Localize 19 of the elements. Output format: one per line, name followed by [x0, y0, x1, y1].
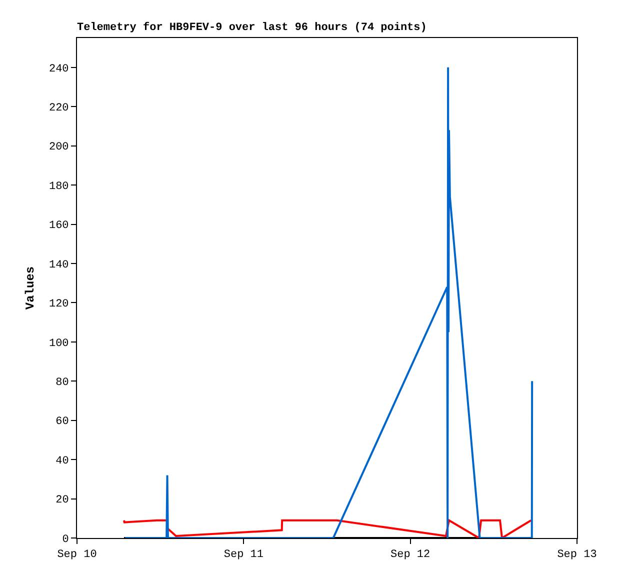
x-tick-label: Sep 13 [557, 549, 597, 562]
x-tick-label: Sep 10 [57, 549, 97, 562]
y-tick-label: 240 [48, 63, 69, 76]
chart-title: Telemetry for HB9FEV-9 over last 96 hours (74 points) [77, 21, 427, 34]
y-tick-label: 80 [56, 376, 69, 389]
y-tick-label: 180 [48, 180, 69, 193]
y-axis-title: Values [23, 266, 38, 310]
y-tick-label: 140 [48, 259, 69, 272]
y-tick-label: 40 [56, 455, 69, 468]
y-tick-label: 20 [56, 494, 69, 507]
y-tick-label: 220 [48, 102, 69, 114]
y-tick-label: 120 [48, 298, 69, 311]
y-tick-label: 100 [48, 338, 69, 350]
y-tick-label: 60 [56, 416, 69, 428]
y-tick-label: 0 [62, 534, 69, 546]
x-tick-label: Sep 11 [224, 549, 264, 562]
x-tick-label: Sep 12 [390, 549, 430, 562]
y-tick-label: 200 [48, 142, 69, 154]
y-tick-label: 160 [48, 220, 69, 232]
